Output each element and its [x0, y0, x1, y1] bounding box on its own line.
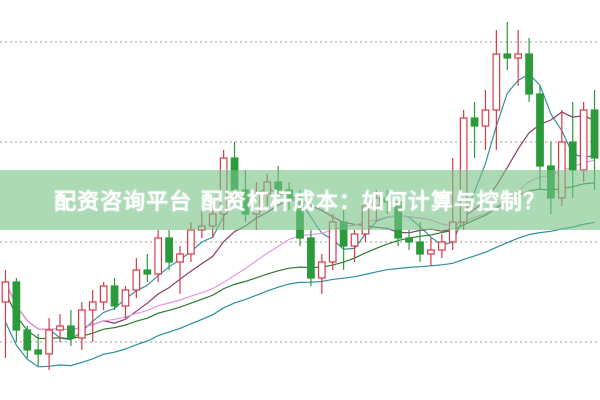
ma60-line	[4, 221, 595, 368]
candle-down	[525, 53, 533, 95]
candle-down	[143, 269, 152, 275]
title-banner: 配资咨询平台 配资杠杆成本：如何计算与控制？	[0, 170, 600, 230]
candle-up	[317, 261, 326, 279]
candle-up	[56, 325, 64, 331]
candle-up	[121, 289, 130, 307]
candle-up	[154, 237, 163, 275]
candle-up	[350, 233, 359, 247]
candle-up	[132, 269, 141, 291]
candle-down	[12, 281, 21, 331]
candle-up	[187, 229, 195, 255]
candle-down	[23, 329, 32, 351]
candle-up	[492, 53, 501, 111]
candle-down	[67, 325, 75, 339]
candle-up	[579, 109, 588, 171]
candle-down	[307, 237, 315, 279]
candle-down	[405, 237, 413, 243]
candle-down	[503, 53, 512, 59]
candle-up	[77, 309, 86, 339]
candle-up	[427, 249, 435, 255]
candle-down	[416, 241, 424, 255]
candle-up	[176, 253, 184, 263]
candle-up	[481, 109, 490, 127]
candle-up	[99, 285, 108, 303]
candle-up	[88, 301, 97, 311]
candle-up	[45, 329, 53, 355]
candle-up	[1, 281, 10, 303]
candle-down	[590, 109, 599, 159]
candle-down	[470, 117, 479, 127]
candle-down	[568, 141, 577, 171]
candle-down	[536, 93, 544, 167]
candle-up	[437, 241, 446, 251]
candle-down	[110, 285, 119, 307]
candle-up	[514, 53, 523, 59]
banner-title: 配资咨询平台 配资杠杆成本：如何计算与控制？	[54, 190, 546, 215]
candle-down	[34, 349, 43, 355]
candle-down	[165, 237, 173, 263]
